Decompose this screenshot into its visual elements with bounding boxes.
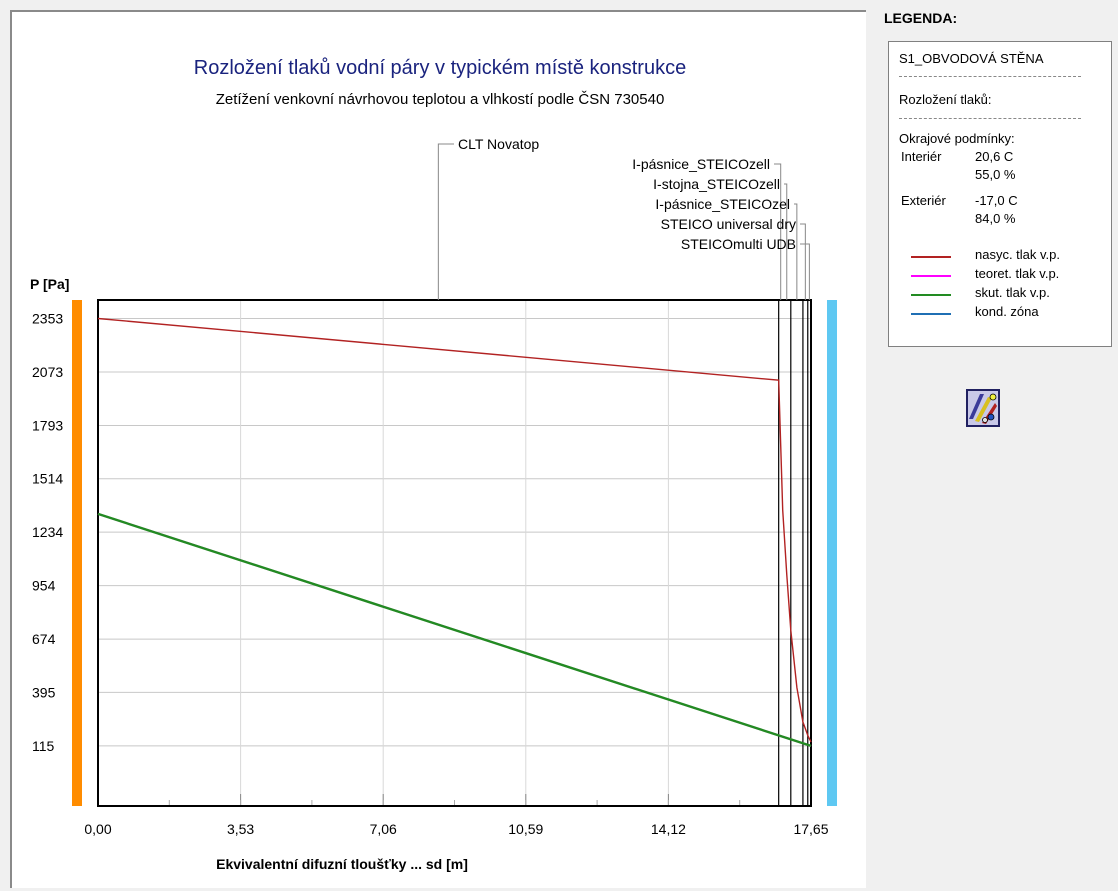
legend-item-theoretical: teoret. tlak v.p. [975, 266, 1060, 281]
y-axis-label: P [Pa] [30, 276, 69, 292]
x-tick-label: 14,12 [651, 821, 686, 837]
legend-interior-rh: 55,0 % [975, 167, 1016, 182]
chart-subtitle: Zetížení venkovní návrhovou teplotou a v… [216, 91, 665, 108]
series-actual-pressure [97, 512, 812, 748]
y-tick-label: 2073 [32, 364, 63, 380]
legend-interior-label: Interiér [901, 149, 942, 164]
legend-item-condensation: kond. zóna [975, 304, 1039, 319]
interior-bar [72, 300, 82, 806]
series-saturated-pressure [97, 317, 812, 743]
x-tick-label: 3,53 [227, 821, 254, 837]
y-tick-label: 674 [32, 631, 56, 647]
legend-heading: LEGENDA: [884, 10, 958, 26]
legend-divider [899, 76, 1081, 77]
legend-exterior-label: Exteriér [901, 193, 946, 208]
layer-leader-line [800, 223, 806, 300]
chart-title: Rozložení tlaků vodní páry v typickém mí… [194, 57, 686, 79]
legend-swatch-theoretical [911, 275, 951, 277]
layer-leader-line [774, 163, 782, 300]
layer-leader-line [437, 143, 454, 300]
layer-label: STEICO universal dry [661, 216, 796, 232]
y-tick-label: 115 [32, 738, 55, 754]
y-tick-label: 954 [32, 578, 56, 594]
chart-tool-icon[interactable] [966, 389, 1000, 427]
layer-label: I-stojna_STEICOzell [653, 176, 780, 192]
legend-box: S1_OBVODOVÁ STĚNA Rozložení tlaků: Okraj… [888, 41, 1112, 347]
x-tick-label: 10,59 [508, 821, 543, 837]
exterior-bar [827, 300, 837, 806]
plot-frame [97, 299, 812, 807]
y-tick-label: 1234 [32, 524, 63, 540]
legend-exterior-temp: -17,0 C [975, 193, 1018, 208]
chart-panel: Rozložení tlaků vodní páry v typickém mí… [10, 10, 866, 888]
legend-swatch-saturated [911, 256, 951, 258]
legend-item-actual: skut. tlak v.p. [975, 285, 1050, 300]
x-tick-label: 7,06 [370, 821, 397, 837]
pressure-chart: Rozložení tlaků vodní páry v typickém mí… [30, 57, 837, 872]
layer-leader-line [800, 243, 810, 300]
layer-label: STEICOmulti UDB [681, 236, 796, 252]
y-tick-label: 395 [32, 684, 56, 700]
y-tick-label: 1793 [32, 417, 63, 433]
legend-item-saturated: nasyc. tlak v.p. [975, 247, 1061, 262]
y-tick-label: 1514 [32, 471, 63, 487]
layer-leader-line [794, 203, 798, 300]
legend-interior-temp: 20,6 C [975, 149, 1014, 164]
x-axis-label: Ekvivalentní difuzní tloušťky ... sd [m] [216, 856, 468, 872]
y-tick-label: 2353 [32, 311, 63, 327]
x-tick-label: 0,00 [84, 821, 111, 837]
layer-label: CLT Novatop [458, 136, 539, 152]
legend-swatch-actual [911, 294, 951, 296]
x-tick-label: 17,65 [793, 821, 828, 837]
layer-leader-line [784, 183, 788, 300]
layer-label: I-pásnice_STEICOzel [655, 196, 790, 212]
legend-section: Rozložení tlaků: [899, 92, 992, 107]
legend-conditions-title: Okrajové podmínky: [899, 131, 1015, 146]
legend-construction: S1_OBVODOVÁ STĚNA [899, 51, 1044, 66]
legend-swatch-condensation [911, 313, 951, 315]
legend-divider [899, 118, 1081, 119]
layer-label: I-pásnice_STEICOzell [632, 156, 770, 172]
legend-exterior-rh: 84,0 % [975, 211, 1016, 226]
